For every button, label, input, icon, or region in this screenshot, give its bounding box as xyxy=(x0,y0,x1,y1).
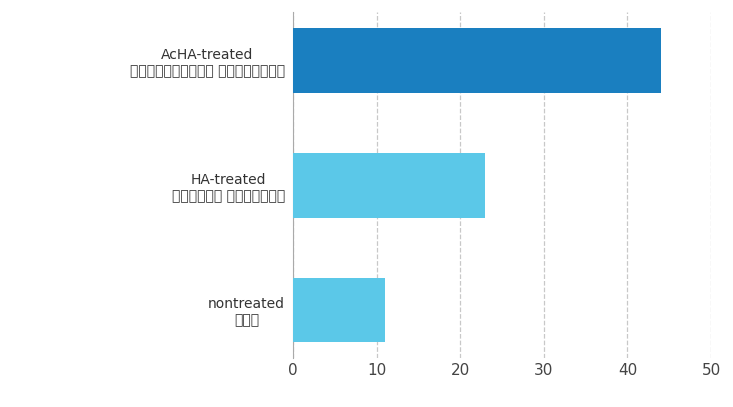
Bar xyxy=(293,278,385,342)
Bar xyxy=(293,153,485,218)
Bar xyxy=(293,28,661,93)
